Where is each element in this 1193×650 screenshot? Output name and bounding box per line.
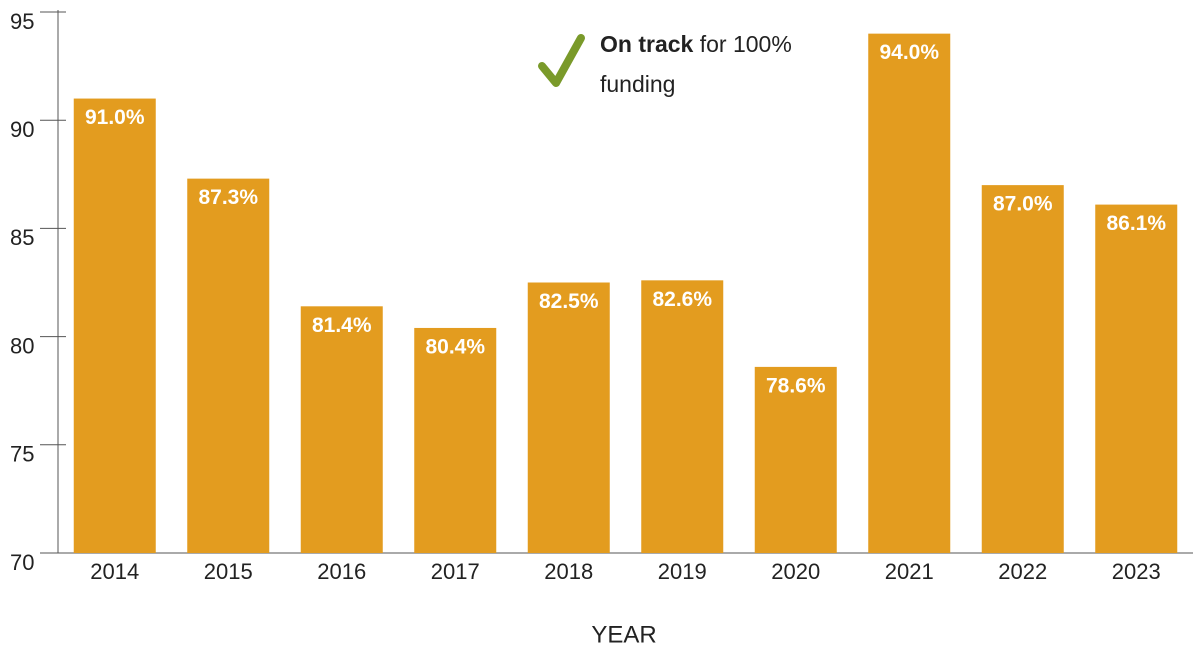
x-tick-label: 2022 [998,559,1047,584]
value-label: 86.1% [1106,212,1166,235]
annotation-text: for 100% funding [600,31,792,97]
bar [527,282,610,553]
value-label: 81.4% [312,314,372,337]
x-tick-label: 2015 [204,559,253,584]
y-tick-label: 75 [10,442,34,467]
check-icon [538,34,585,87]
y-tick-label: 80 [10,333,34,358]
bar [981,185,1064,553]
bar [73,98,156,553]
x-tick-label: 2014 [90,559,139,584]
bar [641,280,724,553]
annotation: On track for 100% funding [600,24,840,104]
y-tick-label: 95 [10,9,34,34]
value-label: 78.6% [766,374,826,397]
x-tick-label: 2016 [317,559,366,584]
value-label: 91.0% [85,106,145,129]
value-label: 94.0% [879,41,939,64]
bar [300,306,383,553]
value-label: 82.6% [652,288,712,311]
bar [754,366,837,553]
x-tick-label: 2023 [1112,559,1161,584]
x-tick-label: 2020 [771,559,820,584]
annotation-emphasis: On track [600,31,694,57]
bar [1095,204,1178,553]
value-label: 82.5% [539,290,599,313]
bar [187,178,270,554]
value-label: 87.0% [993,193,1053,216]
x-tick-label: 2018 [544,559,593,584]
x-tick-label: 2019 [658,559,707,584]
x-tick-label: 2021 [885,559,934,584]
bar [868,33,951,553]
y-tick-label: 90 [10,117,34,142]
x-tick-label: 2017 [431,559,480,584]
bar [414,327,497,553]
y-tick-label: 70 [10,550,34,575]
y-tick-label: 85 [10,225,34,250]
value-label: 87.3% [198,186,258,209]
value-label: 80.4% [425,335,485,358]
x-axis-label: YEAR [591,621,656,648]
